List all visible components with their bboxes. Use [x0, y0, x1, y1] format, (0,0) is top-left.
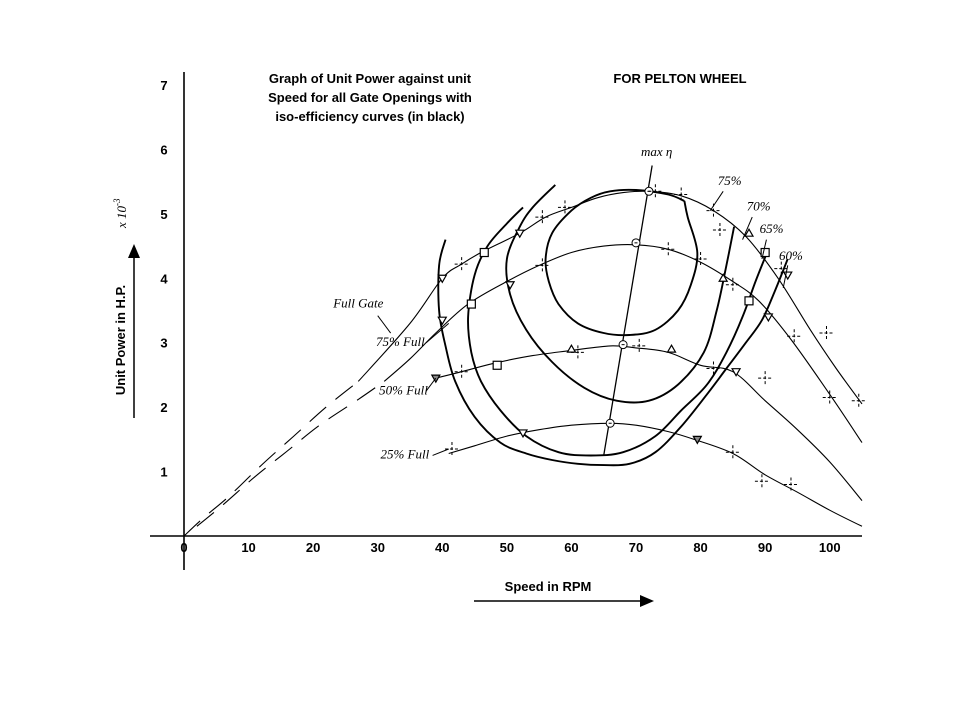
max-efficiency-line [603, 165, 653, 456]
series-25-full-line [448, 422, 863, 527]
eff-60-label-leader [782, 265, 789, 289]
chart-title-line-3: iso-efficiency curves (in black) [275, 109, 464, 124]
iso-efficiency-75-line [544, 188, 699, 337]
y-multiplier: x 10-3 [112, 198, 129, 229]
y-axis-label: Unit Power in H.P. [113, 285, 128, 395]
y-multiplier-text: x 10-3 [112, 198, 129, 229]
eff-75-label: 75% [718, 173, 742, 188]
square-marker [466, 299, 476, 309]
triangle-up-marker [743, 227, 755, 237]
triangle-down-marker [505, 281, 516, 290]
labels-layer: Full Gate 75% Full 50% Full 25% Full max η 75… [332, 144, 803, 462]
gate-25-label-leader [432, 448, 449, 456]
ticks-layer: 0 10 20 30 40 50 60 70 80 90 100 1 2 3 4 5 6 7 [160, 78, 840, 555]
triangle-down-marker [437, 274, 448, 284]
y-tick-label: 6 [160, 142, 167, 157]
eff-65-label: 65% [760, 221, 784, 236]
x-tick-label: 10 [241, 540, 255, 555]
triangle-down-marker [437, 316, 448, 326]
x-tick-label: 50 [500, 540, 514, 555]
x-tick-label: 60 [564, 540, 578, 555]
markers-layer [430, 184, 866, 492]
iso-efficiency-60-line [437, 239, 789, 467]
y-tick-label: 7 [160, 78, 167, 93]
iso-efficiency-65-line [467, 206, 770, 457]
curves-layer [183, 165, 863, 537]
x-tick-label: 90 [758, 540, 772, 555]
iso-efficiency-70-line [505, 184, 736, 404]
x-tick-label: 40 [435, 540, 449, 555]
triangle-up-marker [718, 273, 729, 282]
square-marker [479, 247, 489, 258]
x-tick-label: 30 [370, 540, 384, 555]
y-tick-label: 5 [160, 207, 167, 222]
x-tick-label: 100 [819, 540, 841, 555]
chart-subtitle: FOR PELTON WHEEL [613, 71, 746, 86]
triangle-down-marker [517, 429, 529, 439]
gate-75-label-leader [425, 323, 450, 344]
eff-70-label: 70% [747, 199, 771, 214]
x-tick-label: 20 [306, 540, 320, 555]
eff-75-label-leader [709, 191, 724, 211]
triangle-up-marker [566, 343, 577, 353]
triangle-down-marker [731, 368, 742, 377]
chart-title-line-2: Speed for all Gate Openings with [268, 90, 472, 105]
eff-70-label-leader [742, 216, 753, 240]
series-full-gate-line [357, 190, 863, 405]
series-75-full-dashed-line [196, 380, 385, 527]
eff-65-label-leader [761, 239, 767, 260]
square-marker [492, 360, 502, 370]
gate-50-label: 50% Full [379, 382, 428, 397]
triangle-down-grey-marker [692, 435, 703, 445]
square-marker [744, 296, 754, 306]
y-tick-label: 2 [160, 400, 167, 415]
triangle-down-marker [763, 313, 774, 323]
y-tick-label: 3 [160, 336, 167, 351]
full-gate-label-leader [377, 315, 392, 334]
gate-25-label: 25% Full [380, 447, 429, 462]
chart-title-line-1: Graph of Unit Power against unit [269, 71, 472, 86]
eff-60-label: 60% [779, 248, 803, 263]
triangle-up-marker [666, 343, 677, 353]
series-75-full-line [383, 244, 863, 443]
x-axis-label: Speed in RPM [505, 579, 592, 594]
gate-50-label-leader [425, 377, 437, 392]
x-axis-arrow-head [640, 595, 654, 607]
y-tick-label: 4 [160, 271, 168, 286]
y-axis-arrow-head [128, 244, 140, 258]
square-marker [760, 247, 770, 258]
y-tick-label: 1 [160, 465, 167, 480]
full-gate-label: Full Gate [332, 295, 383, 310]
triangle-down-marker [514, 229, 525, 239]
x-tick-label: 80 [693, 540, 707, 555]
series-full-gate-dashed-line [183, 380, 359, 537]
gate-75-label: 75% Full [376, 334, 425, 349]
max-eta-label: max η [641, 144, 672, 159]
x-tick-label: 0 [180, 540, 187, 555]
x-tick-label: 70 [629, 540, 643, 555]
